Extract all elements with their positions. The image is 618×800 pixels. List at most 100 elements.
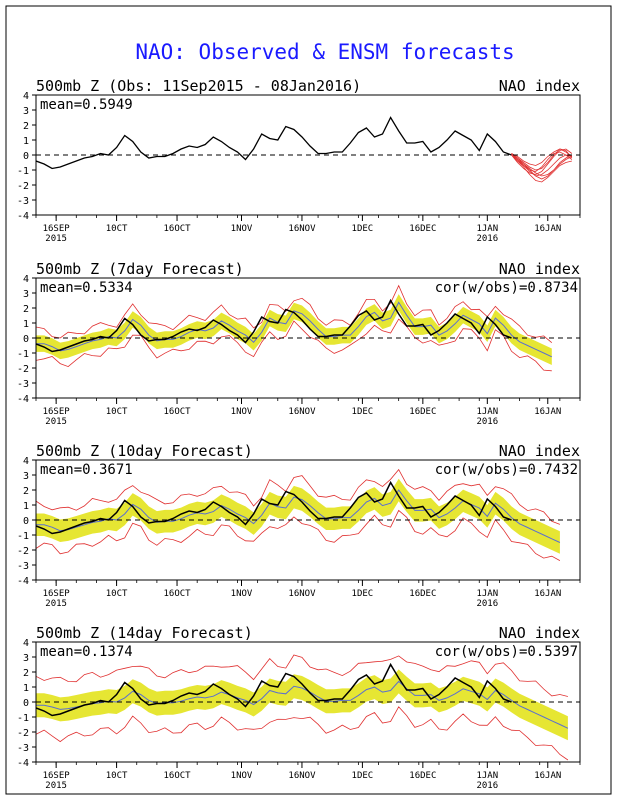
y-tick-label: -1 [17,349,29,360]
stat-label-bg [38,462,156,478]
chart-panel-1: 500mb Z (Obs: 11Sep2015 - 08Jan2016) NAO … [17,77,581,244]
y-tick-label: 2 [23,486,29,497]
y-tick-label: -1 [17,166,29,177]
panel-index-label: NAO index [499,442,580,460]
y-tick-label: 0 [23,151,29,162]
y-tick-label: 1 [23,501,29,512]
x-tick-year-label: 2015 [45,234,67,244]
x-tick-label: 1DEC [352,224,374,234]
correlation-label: cor(w/obs)=0.8734 [435,280,578,296]
y-tick-label: 4 [23,456,29,467]
stat-label-bg [38,280,156,296]
x-tick-label: 16SEP [43,589,71,599]
plot-area [36,116,573,183]
observed-line [36,116,512,170]
panel-title: 500mb Z (Obs: 11Sep2015 - 08Jan2016) [36,77,361,95]
ensemble-min-line [36,706,569,761]
x-tick-year-label: 2015 [45,599,67,609]
x-tick-label: 1NOV [231,771,253,781]
mean-label: mean=0.1374 [40,644,133,660]
y-tick-label: 0 [23,516,29,527]
x-tick-label: 16NOV [288,224,316,234]
x-tick-label: 16SEP [43,224,71,234]
x-tick-year-label: 2016 [476,234,498,244]
ensemble-spread-band [36,669,568,741]
forecast-member-6 [511,154,572,177]
y-tick-label: -3 [17,379,29,390]
y-tick-label: 1 [23,319,29,330]
x-tick-label: 16OCT [163,224,191,234]
panel-index-label: NAO index [499,624,580,642]
forecast-member-5 [511,148,573,166]
cor-label-bg [415,644,578,660]
correlation-label: cor(w/obs)=0.7432 [435,462,578,478]
panel-index-label: NAO index [499,77,580,95]
ensemble-min-line [36,318,552,372]
forecast-member-8 [511,151,573,172]
y-tick-label: -2 [17,728,29,739]
y-tick-label: 2 [23,668,29,679]
y-tick-label: 1 [23,683,29,694]
y-tick-label: 4 [23,274,29,285]
x-tick-label: 16DEC [409,224,436,234]
y-tick-label: 3 [23,653,29,664]
x-tick-year-label: 2016 [476,781,498,791]
plot-area [36,284,553,372]
figure-frame [5,5,612,795]
forecast-member-3 [511,148,573,171]
ensemble-max-line [36,654,568,697]
y-tick-label: 2 [23,304,29,315]
ensemble-spread-band [36,294,552,365]
x-tick-label: 1NOV [231,407,253,417]
y-tick-label: 4 [23,91,29,102]
forecast-member-7 [511,153,573,177]
x-tick-label: 16SEP [43,407,71,417]
x-tick-label: 16OCT [163,771,191,781]
x-tick-label: 16OCT [163,407,191,417]
observed-line [36,480,512,535]
y-tick-label: -4 [17,576,29,587]
y-tick-label: 4 [23,638,29,649]
x-tick-label: 10CT [106,771,128,781]
y-tick-label: 3 [23,289,29,300]
observed-line [36,298,512,353]
mean-label: mean=0.3671 [40,462,133,478]
ensemble-mean-line [36,301,553,358]
x-tick-year-label: 2016 [476,417,498,427]
x-tick-label: 1DEC [352,771,374,781]
ensemble-max-line [36,468,561,525]
x-tick-label: 16NOV [288,589,316,599]
y-tick-label: -3 [17,561,29,572]
panel-title: 500mb Z (14day Forecast) [36,624,253,642]
x-tick-label: 1DEC [352,589,374,599]
correlation-label: cor(w/obs)=0.5397 [435,644,578,660]
y-tick-label: -2 [17,546,29,557]
ensemble-mean-line [36,680,569,729]
stat-label-bg [38,644,156,660]
panel-title: 500mb Z (10day Forecast) [36,442,253,460]
x-tick-label: 16JAN [534,224,561,234]
x-tick-label: 16SEP [43,771,71,781]
chart-panel-3: 500mb Z (10day Forecast) NAO index 4 3 2 1 0 -1… [17,442,581,609]
y-tick-label: 3 [23,106,29,117]
y-tick-label: 2 [23,121,29,132]
panel-index-label: NAO index [499,260,580,278]
x-tick-label: 16JAN [534,771,561,781]
observed-line [36,662,512,717]
x-tick-year-label: 2016 [476,599,498,609]
x-tick-label: 16NOV [288,771,316,781]
chart-panel-2: 500mb Z (7day Forecast) NAO index 4 3 2 1 0 -1 -… [17,260,581,427]
x-tick-label: 16JAN [534,589,561,599]
panel-title: 500mb Z (7day Forecast) [36,260,244,278]
y-tick-label: -2 [17,181,29,192]
y-tick-label: -1 [17,713,29,724]
x-tick-label: 10CT [106,407,128,417]
y-tick-label: 1 [23,136,29,147]
forecast-member-4 [511,154,572,183]
x-tick-label: 1DEC [352,407,374,417]
y-tick-label: -1 [17,531,29,542]
x-tick-label: 16DEC [409,771,436,781]
y-tick-label: -3 [17,743,29,754]
y-tick-label: -3 [17,196,29,207]
x-tick-label: 16JAN [534,407,561,417]
